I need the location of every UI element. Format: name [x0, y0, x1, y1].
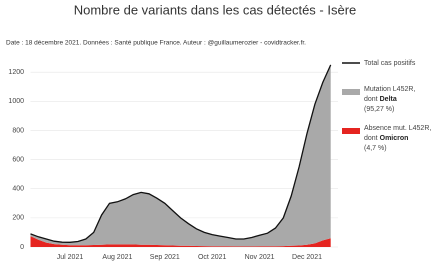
y-tick-label: 200 [12, 215, 24, 222]
y-tick-label: 0 [20, 244, 24, 251]
y-tick-label: 600 [12, 156, 24, 163]
legend-swatch [342, 89, 360, 95]
x-tick-label: Aug 2021 [102, 254, 132, 261]
x-tick-label: Dec 2021 [292, 254, 322, 261]
legend-swatch [342, 128, 360, 134]
y-tick-label: 1200 [8, 69, 24, 76]
line [30, 64, 332, 243]
y-tick-label: 800 [12, 127, 24, 134]
legend-label-bold: Omicron [380, 135, 409, 142]
x-tick-label: Nov 2021 [245, 254, 275, 261]
legend-label: Total cas positifs [364, 60, 416, 67]
chart-title: Nombre de variants dans les cas détectés… [74, 2, 357, 17]
x-tick-label: Oct 2021 [198, 254, 227, 261]
legend-label-part: dont [364, 96, 378, 103]
chart-subtitle: Date : 18 décembre 2021. Données : Santé… [6, 40, 306, 47]
legend-label: Absence mut. L452R, [364, 125, 431, 132]
area [30, 236, 331, 247]
area [30, 64, 331, 247]
legend-label-bold: Delta [380, 96, 397, 103]
legend-label: (95,27 %) [364, 106, 394, 113]
x-tick-label: Sep 2021 [150, 254, 180, 261]
legend-label: Mutation L452R, [364, 86, 415, 93]
legend-label-part: dont [364, 135, 378, 142]
y-tick-label: 400 [12, 186, 24, 193]
x-tick-label: Jul 2021 [57, 254, 84, 261]
legend-label: dont Omicron [364, 135, 408, 142]
y-tick-label: 1000 [8, 98, 24, 105]
legend-label: dont Delta [364, 96, 397, 103]
legend-label: (4,7 %) [364, 145, 387, 152]
